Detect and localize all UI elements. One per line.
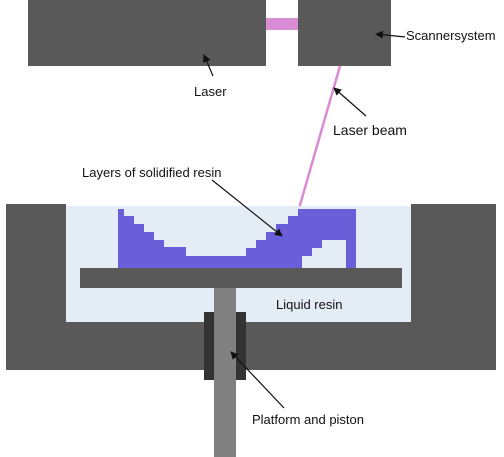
platform	[80, 268, 402, 288]
laser-beam-label: Laser beam	[333, 122, 407, 138]
scanner-box	[298, 0, 391, 66]
layers-label: Layers of solidified resin	[82, 165, 221, 180]
vat-bottom	[6, 322, 496, 370]
laser-box	[28, 0, 266, 66]
piston-seal-left	[204, 312, 214, 380]
piston-seal-right	[236, 312, 246, 380]
scanner-label: Scannersystem	[406, 28, 496, 43]
liquid-resin-label: Liquid resin	[276, 297, 343, 312]
laser-beam-arrow	[334, 88, 366, 116]
piston-rod	[214, 288, 236, 457]
platform-label: Platform and piston	[252, 412, 364, 427]
laser-beam-horizontal	[266, 18, 298, 30]
laser-label: Laser	[194, 84, 227, 99]
laser-beam-diagonal	[298, 66, 340, 212]
